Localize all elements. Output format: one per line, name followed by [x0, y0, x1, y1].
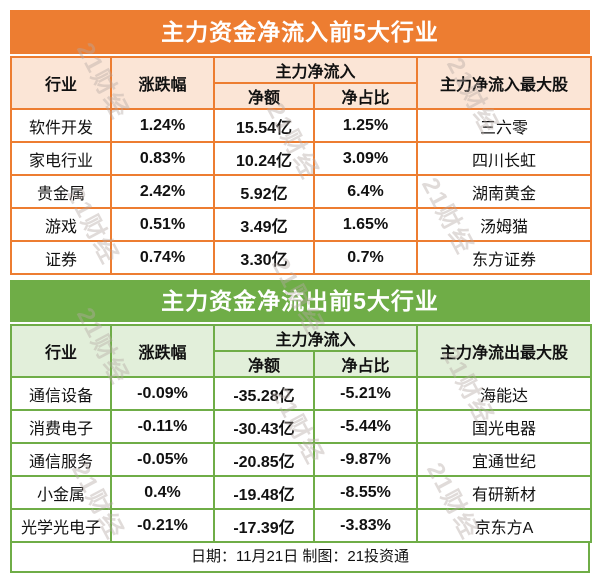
net-ratio-cell: -5.21% [312, 376, 419, 411]
net-amount-cell: -20.85亿 [213, 442, 315, 477]
industry-cell: 家电行业 [10, 141, 112, 176]
date-credit-footer: 日期：11月21日 制图：21投资通 [10, 543, 590, 573]
change-cell: -0.05% [110, 442, 215, 477]
industry-cell: 软件开发 [10, 108, 112, 143]
industry-cell: 通信服务 [10, 442, 112, 477]
top-stock-cell: 有研新材 [416, 475, 593, 510]
table-row: 软件开发 1.24% 15.54亿 1.25% 三六零 [10, 108, 593, 143]
column-header-change: 涨跌幅 [110, 56, 215, 110]
net-ratio-cell: -9.87% [312, 442, 419, 477]
column-header-industry: 行业 [10, 56, 112, 110]
net-amount-cell: -19.48亿 [213, 475, 315, 510]
top-stock-cell: 三六零 [416, 108, 593, 143]
change-cell: 0.74% [110, 240, 215, 275]
net-amount-cell: 10.24亿 [213, 141, 315, 176]
top-stock-cell: 京东方A [416, 508, 593, 543]
industry-cell: 证券 [10, 240, 112, 275]
column-header-net-amount: 净额 [213, 350, 315, 378]
industry-cell: 消费电子 [10, 409, 112, 444]
change-cell: 0.4% [110, 475, 215, 510]
change-cell: -0.21% [110, 508, 215, 543]
column-header-industry: 行业 [10, 324, 112, 378]
net-amount-cell: 15.54亿 [213, 108, 315, 143]
industry-cell: 游戏 [10, 207, 112, 242]
table-row: 消费电子 -0.11% -30.43亿 -5.44% 国光电器 [10, 409, 593, 444]
column-header-net-amount: 净额 [213, 82, 315, 110]
column-header-net-ratio: 净占比 [312, 82, 419, 110]
inflow-table: 行业 涨跌幅 主力净流入 主力净流入最大股 净额 净占比 软件开发 1.24% … [10, 56, 593, 275]
net-amount-cell: -35.28亿 [213, 376, 315, 411]
inflow-section-title: 主力资金净流入前5大行业 [10, 10, 590, 54]
table-row: 通信设备 -0.09% -35.28亿 -5.21% 海能达 [10, 376, 593, 411]
change-cell: 0.51% [110, 207, 215, 242]
column-header-netflow-group: 主力净流入 [212, 56, 419, 84]
table-row: 家电行业 0.83% 10.24亿 3.09% 四川长虹 [10, 141, 593, 176]
column-header-change: 涨跌幅 [110, 324, 215, 378]
table-row: 游戏 0.51% 3.49亿 1.65% 汤姆猫 [10, 207, 593, 242]
change-cell: -0.11% [110, 409, 215, 444]
capital-flow-infographic: 主力资金净流入前5大行业 行业 涨跌幅 主力净流入 主力净流入最大股 净额 净占… [10, 10, 593, 573]
table-row: 小金属 0.4% -19.48亿 -8.55% 有研新材 [10, 475, 593, 510]
column-header-top-stock: 主力净流出最大股 [416, 324, 593, 378]
table-row: 通信服务 -0.05% -20.85亿 -9.87% 宜通世纪 [10, 442, 593, 477]
table-row: 证券 0.74% 3.30亿 0.7% 东方证券 [10, 240, 593, 275]
change-cell: 1.24% [110, 108, 215, 143]
top-stock-cell: 海能达 [416, 376, 593, 411]
industry-cell: 光学光电子 [10, 508, 112, 543]
net-ratio-cell: 3.09% [312, 141, 419, 176]
net-amount-cell: 3.49亿 [213, 207, 315, 242]
outflow-section-title: 主力资金净流出前5大行业 [10, 280, 590, 322]
net-ratio-cell: -3.83% [312, 508, 419, 543]
net-ratio-cell: -8.55% [312, 475, 419, 510]
net-ratio-cell: 6.4% [312, 174, 419, 209]
outflow-table: 行业 涨跌幅 主力净流入 主力净流出最大股 净额 净占比 通信设备 -0.09%… [10, 324, 593, 543]
industry-cell: 贵金属 [10, 174, 112, 209]
change-cell: 0.83% [110, 141, 215, 176]
table-row: 光学光电子 -0.21% -17.39亿 -3.83% 京东方A [10, 508, 593, 543]
industry-cell: 通信设备 [10, 376, 112, 411]
net-amount-cell: 5.92亿 [213, 174, 315, 209]
top-stock-cell: 东方证券 [416, 240, 593, 275]
column-header-netflow-group: 主力净流入 [212, 324, 419, 352]
net-amount-cell: 3.30亿 [213, 240, 315, 275]
column-header-net-ratio: 净占比 [312, 350, 419, 378]
change-cell: -0.09% [110, 376, 215, 411]
top-stock-cell: 四川长虹 [416, 141, 593, 176]
net-amount-cell: -30.43亿 [213, 409, 315, 444]
net-ratio-cell: -5.44% [312, 409, 419, 444]
column-header-top-stock: 主力净流入最大股 [416, 56, 593, 110]
inflow-table-header: 行业 涨跌幅 主力净流入 主力净流入最大股 净额 净占比 [10, 56, 593, 110]
net-ratio-cell: 1.65% [312, 207, 419, 242]
top-stock-cell: 国光电器 [416, 409, 593, 444]
change-cell: 2.42% [110, 174, 215, 209]
net-amount-cell: -17.39亿 [213, 508, 315, 543]
top-stock-cell: 宜通世纪 [416, 442, 593, 477]
outflow-table-header: 行业 涨跌幅 主力净流入 主力净流出最大股 净额 净占比 [10, 324, 593, 378]
top-stock-cell: 汤姆猫 [416, 207, 593, 242]
industry-cell: 小金属 [10, 475, 112, 510]
net-ratio-cell: 0.7% [312, 240, 419, 275]
top-stock-cell: 湖南黄金 [416, 174, 593, 209]
table-row: 贵金属 2.42% 5.92亿 6.4% 湖南黄金 [10, 174, 593, 209]
net-ratio-cell: 1.25% [312, 108, 419, 143]
